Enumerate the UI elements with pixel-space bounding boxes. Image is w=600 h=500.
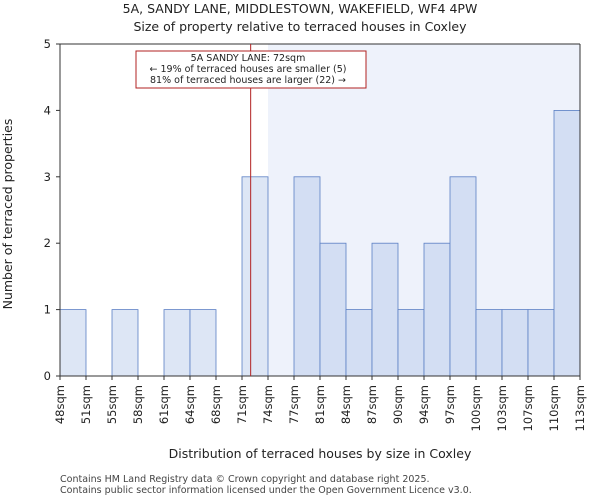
bar-90sqm <box>397 309 425 377</box>
bar-110sqm <box>553 110 581 377</box>
bar-84sqm <box>345 309 373 377</box>
x-tick-label: 113sqm <box>573 385 587 431</box>
bar-48sqm <box>59 309 87 377</box>
x-tick-label: 103sqm <box>495 385 509 431</box>
footer-line-2: Contains public sector information licen… <box>60 485 472 496</box>
x-tick-label: 68sqm <box>209 385 223 424</box>
bar-55sqm <box>111 309 139 377</box>
x-tick-label: 90sqm <box>391 385 405 424</box>
y-tick-label: 2 <box>44 236 51 250</box>
x-tick-label: 100sqm <box>469 385 483 431</box>
chart-subtitle: Size of property relative to terraced ho… <box>133 19 467 34</box>
annotation-line-3: 81% of terraced houses are larger (22) → <box>150 75 346 86</box>
y-tick-label: 5 <box>44 37 51 51</box>
y-tick-label: 4 <box>44 103 51 117</box>
x-tick-label: 71sqm <box>235 385 249 424</box>
y-tick-label: 3 <box>44 170 51 184</box>
bar-77sqm <box>293 176 321 377</box>
footer-line-1: Contains HM Land Registry data © Crown c… <box>60 474 430 485</box>
annotation-line-2: ← 19% of terraced houses are smaller (5) <box>150 64 347 75</box>
bar-series <box>59 110 581 377</box>
bar-64sqm <box>189 309 217 377</box>
marker-annotation: 5A SANDY LANE: 72sqm ← 19% of terraced h… <box>135 50 367 89</box>
chart-title: 5A, SANDY LANE, MIDDLESTOWN, WAKEFIELD, … <box>123 1 478 16</box>
x-axis-ticks: 48sqm 51sqm 55sqm 58sqm 61sqm 64sqm 68sqm 71sqm… <box>53 376 587 431</box>
annotation-line-1: 5A SANDY LANE: 72sqm <box>191 53 306 64</box>
x-tick-label: 64sqm <box>183 385 197 424</box>
x-tick-label: 110sqm <box>547 385 561 431</box>
bar-87sqm <box>371 242 399 377</box>
bar-94sqm <box>423 242 451 377</box>
x-tick-label: 84sqm <box>339 385 353 424</box>
bar-100sqm <box>475 309 503 377</box>
x-tick-label: 87sqm <box>365 385 379 424</box>
x-tick-label: 61sqm <box>157 385 171 424</box>
bar-107sqm <box>527 309 555 377</box>
y-axis-label: Number of terraced properties <box>0 119 15 310</box>
bar-97sqm <box>449 176 477 377</box>
x-tick-label: 55sqm <box>105 385 119 424</box>
bar-61sqm <box>163 309 191 377</box>
x-tick-label: 51sqm <box>79 385 93 424</box>
x-tick-label: 48sqm <box>53 385 67 424</box>
x-tick-label: 97sqm <box>443 385 457 424</box>
bar-71sqm <box>241 176 269 377</box>
x-tick-label: 81sqm <box>313 385 327 424</box>
y-tick-label: 0 <box>44 369 51 383</box>
y-axis-ticks: 0 1 2 3 4 5 <box>44 37 60 383</box>
x-tick-label: 74sqm <box>261 385 275 424</box>
x-tick-label: 77sqm <box>287 385 301 424</box>
y-tick-label: 1 <box>44 303 51 317</box>
x-axis-label: Distribution of terraced houses by size … <box>169 446 472 461</box>
bar-103sqm <box>501 309 529 377</box>
x-tick-label: 107sqm <box>521 385 535 431</box>
bar-81sqm <box>319 242 347 377</box>
x-tick-label: 58sqm <box>131 385 145 424</box>
annotation-box <box>135 50 367 89</box>
x-tick-label: 94sqm <box>417 385 431 424</box>
